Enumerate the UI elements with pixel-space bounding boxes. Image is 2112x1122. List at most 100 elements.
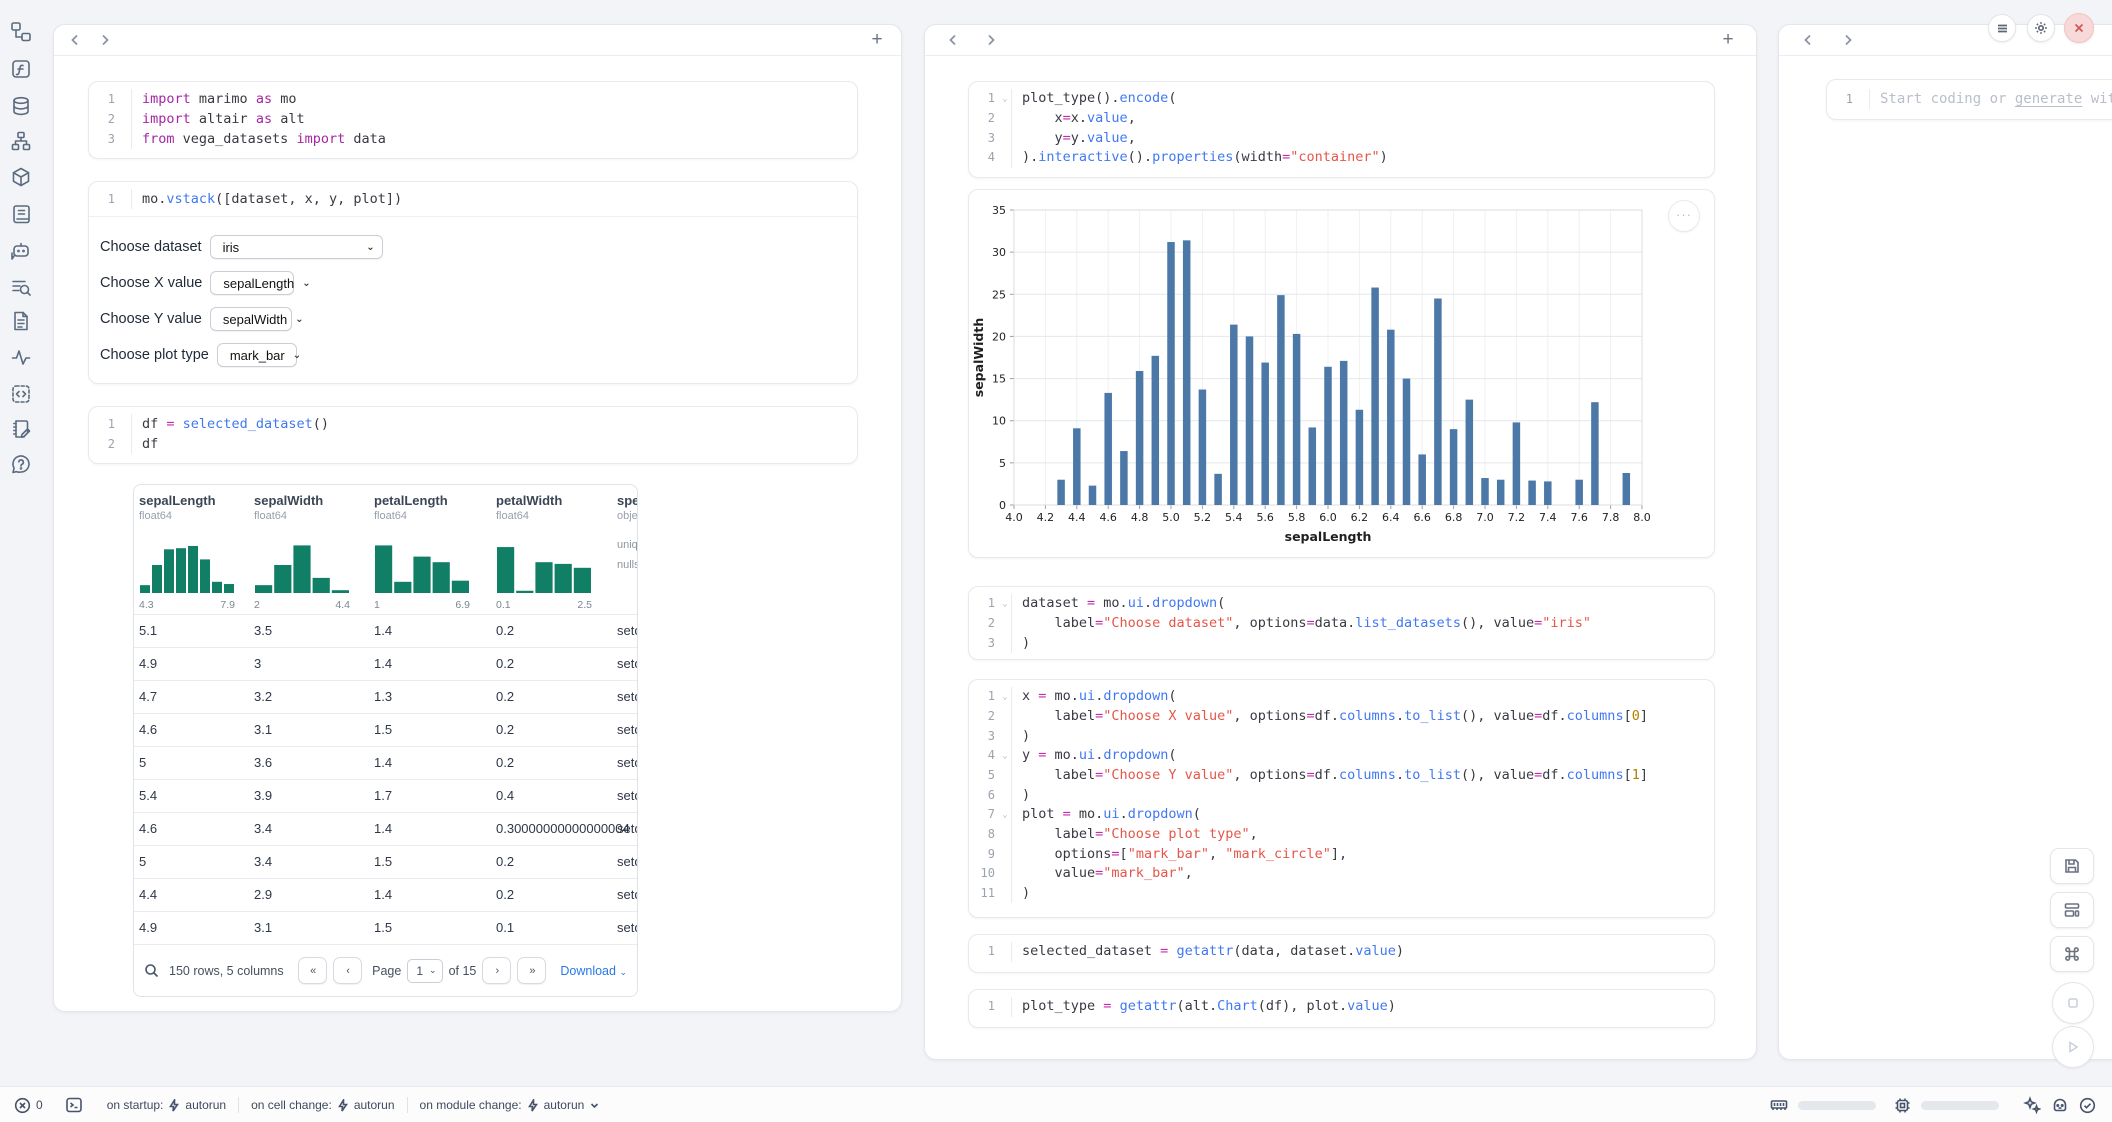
chart-menu-icon[interactable]: ··· — [1668, 200, 1700, 232]
code-line[interactable]: df — [131, 434, 158, 454]
column-right-icon[interactable] — [96, 32, 114, 48]
app-layout-button[interactable] — [2050, 892, 2094, 928]
cell-selected-dataset[interactable]: 1 selected_dataset = getattr(data, datase… — [968, 934, 1715, 973]
logs-icon[interactable] — [10, 203, 34, 227]
table-row[interactable]: 4.6 3.1 1.5 0.2 setos — [134, 713, 637, 747]
code-line[interactable]: y = mo.ui.dropdown( — [1011, 746, 1177, 766]
assistant-icon[interactable] — [2051, 1097, 2069, 1113]
help-icon[interactable] — [10, 453, 34, 477]
find-variables-icon[interactable] — [10, 276, 34, 300]
last-page-button[interactable]: » — [517, 957, 547, 984]
first-page-button[interactable]: « — [298, 957, 328, 984]
code-line[interactable]: options=["mark_bar", "mark_circle"], — [1011, 844, 1347, 864]
next-page-button[interactable]: › — [482, 957, 512, 984]
table-row[interactable]: 4.9 3.1 1.5 0.1 setos — [134, 911, 637, 945]
code-line[interactable]: selected_dataset = getattr(data, dataset… — [1011, 942, 1404, 962]
documentation-icon[interactable] — [10, 310, 34, 334]
code-line[interactable]: y=y.value, — [1011, 128, 1136, 148]
code-line[interactable]: plot = mo.ui.dropdown( — [1011, 805, 1201, 825]
save-button[interactable] — [2050, 848, 2094, 884]
cell-plot-type[interactable]: 1 plot_type = getattr(alt.Chart(df), plot… — [968, 989, 1715, 1028]
code-line[interactable]: label="Choose Y value", options=df.colum… — [1011, 766, 1648, 786]
on-module-change-config[interactable]: on module change: autorun — [420, 1098, 601, 1112]
generate-with-ai-link[interactable]: generate — [2014, 91, 2083, 107]
x-value-select[interactable]: sepalLength ⌄ — [210, 271, 311, 295]
tracing-icon[interactable] — [10, 346, 34, 370]
add-cell-button[interactable]: + — [871, 29, 883, 50]
code-line[interactable]: dataset = mo.ui.dropdown( — [1011, 594, 1225, 614]
connection-status-icon[interactable] — [2079, 1097, 2096, 1114]
table-row[interactable]: 5.1 3.5 1.4 0.2 setos — [134, 614, 637, 648]
shutdown-button[interactable] — [2064, 13, 2094, 43]
code-line[interactable]: ).interactive().properties(width="contai… — [1011, 148, 1388, 168]
cell-placeholder[interactable]: Start coding or generate with AI. — [1869, 89, 2112, 109]
code-line[interactable]: label="Choose X value", options=df.colum… — [1011, 707, 1648, 727]
download-button[interactable]: Download ⌄ — [560, 963, 627, 978]
table-row[interactable]: 4.6 3.4 1.4 0.30000000000000004setos — [134, 812, 637, 846]
ai-sparkles-icon[interactable] — [2023, 1096, 2041, 1114]
column-header[interactable]: sepalLength float64 4.3 7.9 — [139, 493, 235, 611]
table-row[interactable]: 4.4 2.9 1.4 0.2 setos — [134, 878, 637, 912]
cell-xy-plot-dropdowns[interactable]: 1 ⌄ x = mo.ui.dropdown(2 label="Choose X v… — [968, 679, 1715, 918]
code-line[interactable]: ) — [1011, 633, 1030, 653]
table-row[interactable]: 4.9 3 1.4 0.2 setos — [134, 647, 637, 681]
column-left-icon[interactable] — [1799, 32, 1817, 48]
code-line[interactable]: x=x.value, — [1011, 109, 1136, 129]
column-left-icon[interactable] — [66, 32, 84, 48]
y-value-select[interactable]: sepalWidth ⌄ — [209, 307, 304, 331]
table-row[interactable]: 4.7 3.2 1.3 0.2 setos — [134, 680, 637, 714]
notebook-menu-button[interactable] — [1988, 14, 2016, 42]
snippets-icon[interactable] — [10, 383, 34, 407]
packages-icon[interactable] — [10, 166, 34, 190]
code-line[interactable]: value="mark_bar", — [1011, 864, 1193, 884]
code-line[interactable]: label="Choose dataset", options=data.lis… — [1011, 614, 1591, 634]
code-line[interactable]: ) — [1011, 883, 1030, 903]
code-line[interactable]: import marimo as mo — [131, 89, 296, 109]
column-header[interactable]: sepalWidth float64 2 4.4 — [254, 493, 350, 611]
dataset-select[interactable]: iris ⌄ — [209, 235, 383, 259]
stop-button[interactable] — [2052, 982, 2094, 1024]
code-line[interactable]: from vega_datasets import data — [131, 129, 386, 149]
cell-dataframe[interactable]: 1 df = selected_dataset() 2 df — [88, 406, 858, 464]
settings-button[interactable] — [2027, 14, 2055, 42]
on-cell-change-config[interactable]: on cell change: autorun — [251, 1098, 395, 1112]
cell-vstack[interactable]: 1 mo.vstack([dataset, x, y, plot]) Choose… — [88, 181, 858, 384]
dependencies-icon[interactable] — [10, 130, 34, 154]
code-line[interactable]: df = selected_dataset() — [131, 414, 329, 434]
column-right-icon[interactable] — [1839, 32, 1857, 48]
add-cell-button[interactable]: + — [1722, 29, 1734, 50]
page-select[interactable]: 1 ⌄ — [407, 958, 443, 983]
cell-imports[interactable]: 1 import marimo as mo 2 import altair as al… — [88, 81, 858, 159]
search-icon[interactable] — [144, 963, 159, 978]
cell-dataset-dropdown[interactable]: 1 ⌄ dataset = mo.ui.dropdown(2 label="Choo… — [968, 586, 1715, 660]
bar-chart[interactable]: 4.0 4.2 4.4 4.6 4.8 5.0 5.2 5.4 5.6 5.8 6.0 6.2 6.4 6… — [969, 190, 1714, 555]
code-line[interactable]: label="Choose plot type", — [1011, 825, 1258, 845]
column-header[interactable]: petalLength float64 1 6.9 — [374, 493, 470, 611]
empty-cell[interactable]: 1 Start coding or generate with AI. — [1826, 79, 2112, 120]
code-line[interactable]: import altair as alt — [131, 109, 305, 129]
table-row[interactable]: 5 3.4 1.5 0.2 setos — [134, 845, 637, 879]
code-line[interactable]: x = mo.ui.dropdown( — [1011, 687, 1177, 707]
run-all-button[interactable] — [2052, 1026, 2094, 1068]
table-row[interactable]: 5.4 3.9 1.7 0.4 setos — [134, 779, 637, 813]
code-line[interactable]: ) — [1011, 785, 1030, 805]
ai-chat-icon[interactable] — [10, 240, 34, 264]
code-line[interactable]: mo.vstack([dataset, x, y, plot]) — [131, 189, 402, 209]
file-explorer-icon[interactable] — [10, 21, 34, 45]
datasources-icon[interactable] — [10, 95, 34, 119]
column-header[interactable]: petalWidth float64 0.1 2.5 — [496, 493, 592, 611]
functions-icon[interactable] — [10, 58, 34, 82]
scratchpad-icon[interactable] — [10, 418, 34, 442]
plot-type-select[interactable]: mark_bar ⌄ — [216, 343, 301, 367]
column-right-icon[interactable] — [982, 32, 1000, 48]
terminal-button[interactable] — [65, 1096, 83, 1114]
code-line[interactable]: plot_type = getattr(alt.Chart(df), plot.… — [1011, 997, 1396, 1017]
on-startup-config[interactable]: on startup: autorun — [106, 1098, 227, 1112]
prev-page-button[interactable]: ‹ — [333, 957, 363, 984]
errors-indicator[interactable]: 0 — [14, 1097, 43, 1114]
column-left-icon[interactable] — [944, 32, 962, 48]
code-line[interactable]: plot_type().encode( — [1011, 89, 1176, 109]
column-header[interactable]: speciobjecuniqunulls: — [617, 493, 638, 571]
cell-plot-encode[interactable]: 1 ⌄ plot_type().encode(2 x=x.value, 3 y=y.v… — [968, 81, 1715, 178]
keyboard-shortcuts-button[interactable] — [2050, 936, 2094, 972]
